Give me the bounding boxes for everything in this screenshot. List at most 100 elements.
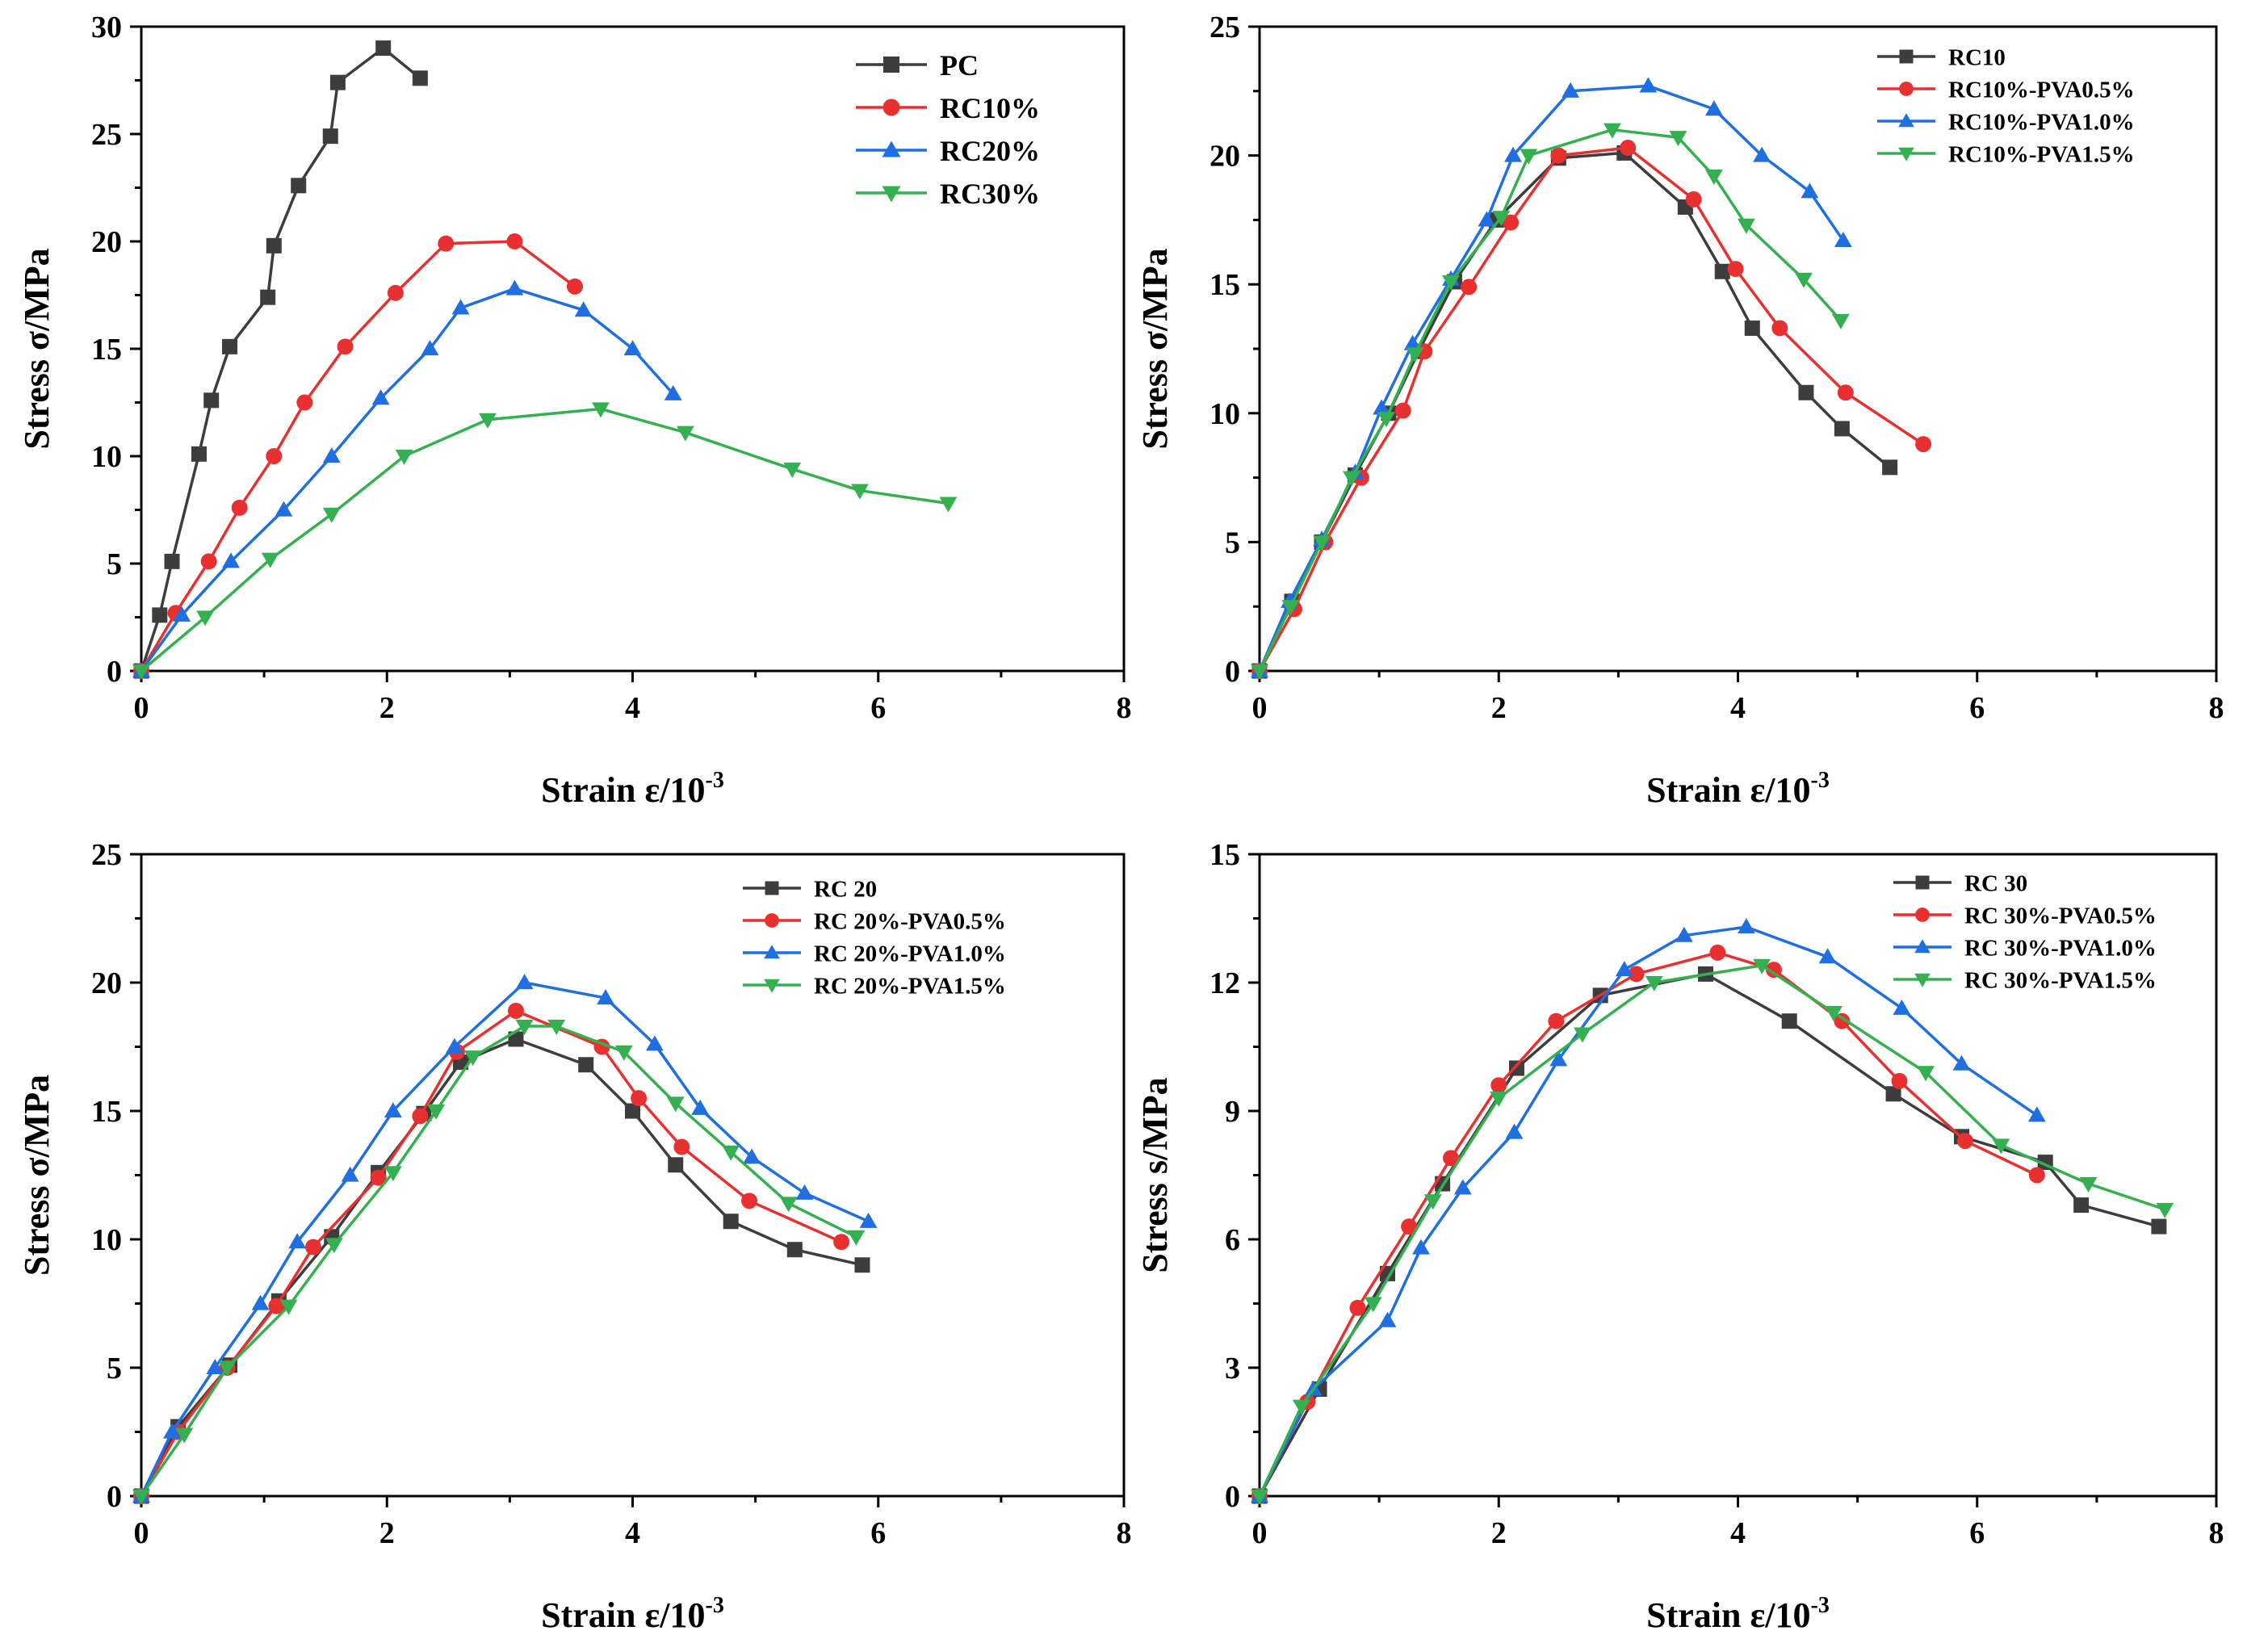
data-point	[722, 1145, 740, 1161]
data-point	[1893, 999, 1911, 1015]
x-tick-label: 8	[2209, 1516, 2224, 1550]
data-point	[164, 553, 180, 569]
data-point	[854, 1257, 870, 1273]
data-point	[1727, 261, 1744, 278]
series-rc-20-pva1-5-	[132, 1019, 866, 1505]
x-tick-label: 2	[1491, 1516, 1507, 1550]
data-point	[1992, 1138, 2010, 1155]
data-point	[132, 1489, 150, 1505]
x-tick-label: 2	[379, 1516, 395, 1550]
y-tick-label: 20	[91, 225, 122, 259]
legend-marker	[1899, 49, 1914, 64]
legend-marker	[764, 979, 780, 993]
data-point	[1737, 918, 1755, 934]
legend-marker	[764, 945, 780, 959]
legend-label: RC 20	[814, 876, 877, 902]
data-point	[152, 607, 168, 623]
data-point	[567, 278, 583, 295]
x-tick-label: 0	[134, 1516, 149, 1550]
data-point	[1714, 263, 1730, 279]
legend-marker	[882, 140, 901, 157]
data-point	[375, 40, 392, 57]
legend-label: RC10	[1948, 44, 2006, 70]
data-point	[337, 338, 354, 355]
y-tick-label: 25	[91, 118, 122, 152]
x-tick-label: 6	[1969, 691, 1985, 725]
y-axis-label: Stress σ/MPa	[17, 248, 57, 449]
data-point	[1281, 600, 1300, 616]
data-point	[1956, 1133, 1973, 1150]
data-point	[1704, 100, 1723, 116]
x-tick-label: 8	[1117, 691, 1132, 725]
chart-panel-d: 0 2 4 6 8 0 3 6 9 12 15 Strain ε/10-3 Stress s/MPa RC…	[1135, 838, 2224, 1635]
data-point	[260, 289, 276, 305]
data-point	[325, 1238, 343, 1254]
data-point	[1490, 1092, 1508, 1108]
y-tick-label: 30	[91, 10, 122, 44]
legend-marker	[765, 881, 779, 895]
x-axis-label-superscript: -3	[706, 1593, 724, 1618]
data-point	[743, 1148, 761, 1164]
legend-marker	[1914, 939, 1931, 954]
y-tick-label: 6	[1225, 1223, 1240, 1257]
data-point	[268, 1297, 285, 1314]
data-point	[1549, 1050, 1568, 1067]
legend-marker	[883, 57, 899, 73]
data-point	[412, 70, 428, 86]
series-rc-30-pva1-5-	[1251, 958, 2174, 1505]
data-point	[322, 507, 341, 523]
y-tick-label: 10	[91, 440, 122, 474]
x-axis-label-main: Strain ε/10	[1646, 1595, 1810, 1635]
data-point	[1753, 958, 1771, 975]
data-point	[322, 447, 341, 463]
data-point	[833, 1234, 850, 1251]
data-point	[631, 1090, 648, 1107]
data-point	[395, 449, 413, 465]
y-tick-label: 0	[107, 1480, 122, 1514]
data-point	[218, 1360, 237, 1377]
data-point	[175, 1427, 194, 1444]
x-tick-label: 0	[134, 691, 149, 725]
data-point	[847, 1230, 866, 1246]
data-point	[1442, 275, 1460, 291]
y-axis-label: Stress s/MPa	[1135, 1077, 1175, 1272]
y-tick-label: 20	[91, 966, 122, 1000]
x-axis-label: Strain ε/10-3	[1646, 1593, 1830, 1635]
data-point	[1753, 146, 1771, 162]
data-point	[1550, 147, 1567, 164]
data-point	[1423, 1194, 1442, 1210]
legend-marker	[1915, 908, 1930, 922]
data-point	[173, 606, 191, 622]
legend-label: RC 30%-PVA0.5%	[1964, 903, 2157, 928]
data-point	[1349, 1299, 1366, 1316]
x-axis-label-main: Strain ε/10	[541, 1595, 705, 1635]
data-point	[1251, 1489, 1268, 1505]
data-point	[1737, 218, 1755, 234]
data-point	[1251, 664, 1268, 680]
data-point	[2151, 1218, 2167, 1234]
data-point	[779, 1197, 798, 1213]
x-axis-label-main: Strain ε/10	[541, 770, 705, 810]
legend: RC 30 RC 30%-PVA0.5% RC 30%-PVA1.0% RC 30%-…	[1893, 870, 2157, 993]
legend-label: RC10%	[940, 92, 1040, 124]
x-tick-label: 0	[1252, 691, 1268, 725]
data-point	[438, 235, 455, 252]
data-point	[371, 389, 390, 405]
y-tick-label: 12	[1209, 966, 1240, 1000]
data-point	[666, 1096, 685, 1113]
data-point	[296, 394, 313, 411]
series-line	[1258, 951, 2038, 1497]
data-point	[222, 552, 240, 568]
data-point	[1669, 131, 1687, 147]
y-tick-label: 5	[1225, 526, 1240, 560]
data-point	[783, 462, 802, 478]
series-line	[140, 1009, 842, 1497]
data-point	[1639, 77, 1658, 93]
x-tick-label: 2	[1491, 691, 1507, 725]
data-point	[305, 1239, 321, 1255]
data-point	[266, 237, 282, 254]
y-tick-label: 9	[1225, 1095, 1240, 1129]
series-rc-30-pva0-5-	[1251, 944, 2045, 1504]
data-point	[412, 1108, 429, 1125]
